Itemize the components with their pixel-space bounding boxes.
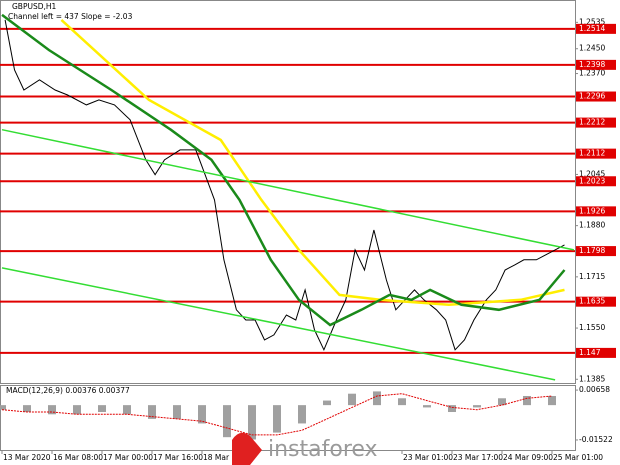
macd-bar [223,405,231,438]
y-tick-label: -0.01522 [579,435,613,444]
y-tick-label: 1.1550 [579,323,605,332]
watermark: instaforex [268,437,378,462]
level-tag [576,296,616,307]
x-tick-label: 13 Mar 2020 [3,453,51,462]
x-tick-label: 17 Mar 00:00 [103,453,153,462]
macd-bar [123,405,131,415]
level-tag [576,23,616,34]
level-label: 1.1798 [579,246,605,255]
y-tick-label: 1.2535 [579,17,605,26]
level-label: 1.2514 [579,24,605,33]
y-tick-label: 1.2450 [579,44,605,53]
macd-bar [273,405,281,433]
macd-bar [98,405,106,413]
x-tick-label: 25 Mar 01:00 [553,453,603,462]
level-tag [576,206,616,217]
macd-bar [548,395,556,406]
series-line [1,267,556,381]
x-tick-label: 23 Mar 01:00 [403,453,453,462]
macd-bar [498,398,506,406]
level-label: 1.2296 [579,92,605,101]
macd-bar [298,405,306,424]
macd-bar [148,405,156,419]
x-tick-label: 16 Mar 08:00 [53,453,103,462]
level-tag [576,59,616,70]
macd-bar [0,405,6,410]
macd-bar [48,405,56,415]
macd-bar [473,405,481,408]
x-tick-label: 23 Mar 17:00 [453,453,503,462]
level-label: 1.2212 [579,118,605,127]
x-tick-label: 18 Mar 08:00 [203,453,253,462]
chart-subtitle: Channel left = 437 Slope = -2.03 [8,12,133,21]
chart-title: GBPUSD,H1 [12,2,57,11]
macd-bar [248,405,256,440]
level-tag [576,91,616,102]
y-tick-label: 1.1715 [579,272,605,281]
y-tick-label: 1.2370 [579,69,605,78]
level-label: 1.2398 [579,60,605,69]
macd-bar [423,405,431,408]
level-tag [576,246,616,257]
level-label: 1.1635 [579,297,605,306]
level-label: 1.2023 [579,176,605,185]
level-label: 1.147 [579,348,601,357]
y-tick-label: 1.1880 [579,221,605,230]
signal-line [1,393,553,436]
level-tag [576,148,616,159]
series-line [1,128,575,251]
macd-bar [398,398,406,406]
macd-bar [173,405,181,419]
level-label: 1.1926 [579,206,605,215]
level-label: 1.2112 [579,149,605,158]
level-tag [576,117,616,128]
y-tick-label: 1.2045 [579,169,605,178]
macd-bar [323,400,331,406]
y-tick-label: 0.00658 [579,385,610,394]
watermark-logo [232,432,262,465]
macd-bar [73,405,81,415]
x-tick-label: 24 Mar 09:00 [503,453,553,462]
x-tick-label: 17 Mar 16:00 [153,453,203,462]
macd-bar [23,405,31,413]
macd-title: MACD(12,26,9) 0.00376 0.00377 [6,386,130,395]
macd-panel [0,385,576,451]
macd-bar [448,405,456,413]
series-line [4,19,565,352]
series-line [60,18,565,307]
macd-bar [348,393,356,406]
price-panel [0,0,576,384]
macd-bar [373,391,381,406]
level-tag [576,347,616,358]
macd-bar [198,405,206,424]
macd-bar [523,395,531,406]
y-tick-label: 1.1385 [579,374,605,383]
level-tag [576,176,616,187]
series-line [1,13,566,327]
